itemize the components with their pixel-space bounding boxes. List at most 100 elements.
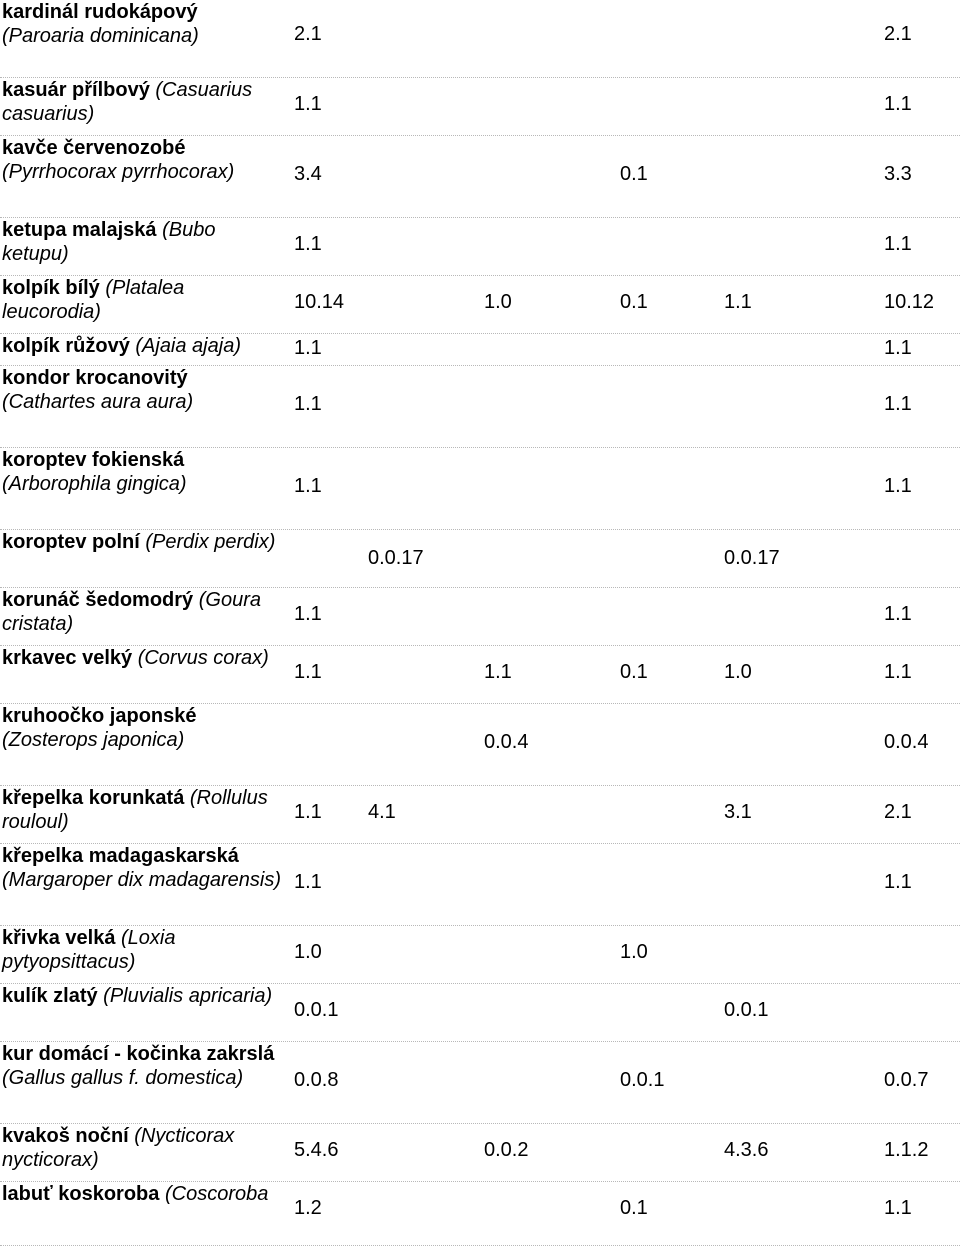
count-cell: 1.2 <box>294 1197 322 1219</box>
count-cell: 0.0.1 <box>294 999 339 1021</box>
table-row: kur domácí - kočinka zakrslá (Gallus gal… <box>0 1042 960 1124</box>
species-common-name: kolpík růžový <box>2 335 130 357</box>
species-common-name: kulík zlatý <box>2 985 98 1007</box>
count-cell: 1.1 <box>884 475 912 497</box>
count-cell: 1.1 <box>884 233 912 255</box>
count-cell: 4.1 <box>368 801 396 823</box>
table-row: koroptev fokienská (Arborophila gingica)… <box>0 448 960 530</box>
species-name: ketupa malajská (Bubo ketupu) <box>2 218 284 266</box>
count-cell: 1.1 <box>294 661 322 683</box>
species-latin-name: (Ajaia ajaja) <box>129 335 241 357</box>
table-row: kulík zlatý (Pluvialis apricaria) 0.0.1 0.… <box>0 984 960 1042</box>
count-cell: 1.1 <box>724 291 752 313</box>
count-cell: 2.1 <box>884 801 912 823</box>
species-latin-name: (Cathartes aura aura) <box>2 391 194 413</box>
count-cell: 3.1 <box>724 801 752 823</box>
count-cell: 0.0.17 <box>724 547 780 569</box>
species-common-name: koroptev fokienská <box>2 449 185 471</box>
count-cell: 1.1 <box>884 603 912 625</box>
count-cell: 1.1 <box>884 661 912 683</box>
species-common-name: kvakoš noční <box>2 1125 129 1147</box>
species-name: křivka velká (Loxia pytyopsittacus) <box>2 926 284 974</box>
species-name: kruhoočko japonské (Zosterops japonica) <box>2 704 284 752</box>
count-cell: 2.1 <box>884 23 912 45</box>
count-cell: 1.1 <box>294 393 322 415</box>
species-latin-name: (Pluvialis apricaria) <box>97 985 273 1007</box>
species-name: křepelka madagaskarská (Margaroper dix m… <box>2 844 284 892</box>
species-common-name: kolpík bílý <box>2 277 100 299</box>
species-latin-name: (Corvus corax) <box>132 647 269 669</box>
table-row: kvakoš noční (Nycticorax nycticorax) 5.4.… <box>0 1124 960 1182</box>
count-cell: 1.1 <box>294 337 322 359</box>
species-name: kolpík bílý (Platalea leucorodia) <box>2 276 284 324</box>
species-name: koroptev polní (Perdix perdix) <box>2 530 284 554</box>
species-latin-name: (Bubo ketupu) <box>2 219 216 265</box>
species-latin-name: (Platalea leucorodia) <box>2 277 185 323</box>
species-common-name: koroptev polní <box>2 531 140 553</box>
count-cell: 1.0 <box>294 941 322 963</box>
species-common-name: křepelka madagaskarská <box>2 845 239 867</box>
count-cell: 2.1 <box>294 23 322 45</box>
count-cell: 0.1 <box>620 163 648 185</box>
count-cell: 0.0.17 <box>368 547 424 569</box>
species-common-name: korunáč šedomodrý <box>2 589 194 611</box>
species-latin-name: (Loxia pytyopsittacus) <box>2 927 176 973</box>
species-latin-name: (Arborophila gingica) <box>2 473 187 495</box>
species-name: kavče červenozobé (Pyrrhocorax pyrrhocor… <box>2 136 284 184</box>
count-cell: 0.0.1 <box>724 999 769 1021</box>
table-row: koroptev polní (Perdix perdix) 0.0.17 0.0.… <box>0 530 960 588</box>
species-name: kolpík růžový (Ajaia ajaja) <box>2 334 284 358</box>
count-cell: 1.1 <box>294 801 322 823</box>
count-cell: 1.1 <box>294 871 322 893</box>
species-name: kardinál rudokápový (Paroaria dominicana… <box>2 0 284 48</box>
species-name: kvakoš noční (Nycticorax nycticorax) <box>2 1124 284 1172</box>
count-cell: 0.0.8 <box>294 1069 339 1091</box>
table-row: kolpík růžový (Ajaia ajaja) 1.1 1.1 <box>0 334 960 366</box>
species-name: kasuár přílbový (Casuarius casuarius) <box>2 78 284 126</box>
species-latin-name: (Paroaria dominicana) <box>2 25 199 47</box>
count-cell: 10.12 <box>884 291 935 313</box>
species-name: kulík zlatý (Pluvialis apricaria) <box>2 984 284 1008</box>
count-cell: 0.0.7 <box>884 1069 929 1091</box>
species-name: kur domácí - kočinka zakrslá (Gallus gal… <box>2 1042 284 1090</box>
species-latin-name: (Perdix perdix) <box>139 531 276 553</box>
species-name: krkavec velký (Corvus corax) <box>2 646 284 670</box>
table-row: kruhoočko japonské (Zosterops japonica) 0… <box>0 704 960 786</box>
count-cell: 1.1 <box>884 337 912 359</box>
species-latin-name: (Casuarius casuarius) <box>2 79 253 125</box>
table-row: krkavec velký (Corvus corax) 1.1 1.1 0.1 1.0… <box>0 646 960 704</box>
count-cell: 1.1.2 <box>884 1139 929 1161</box>
count-cell: 1.1 <box>484 661 512 683</box>
species-common-name: kur domácí - kočinka zakrslá <box>2 1043 275 1065</box>
table-row: labuť koskoroba (Coscoroba 1.2 0.1 1.1 <box>0 1182 960 1246</box>
species-common-name: krkavec velký <box>2 647 133 669</box>
species-latin-name: (Rollulus rouloul) <box>2 787 268 833</box>
count-cell: 1.0 <box>484 291 512 313</box>
count-cell: 0.0.2 <box>484 1139 529 1161</box>
count-cell: 5.4.6 <box>294 1139 339 1161</box>
count-cell: 1.1 <box>294 603 322 625</box>
count-cell: 0.1 <box>620 661 648 683</box>
species-common-name: kavče červenozobé <box>2 137 186 159</box>
count-cell: 10.14 <box>294 291 345 313</box>
table-row: kasuár přílbový (Casuarius casuarius) 1.1… <box>0 78 960 136</box>
count-cell: 1.1 <box>294 233 322 255</box>
count-cell: 0.0.4 <box>884 731 929 753</box>
count-cell: 0.0.1 <box>620 1069 665 1091</box>
table-row: kolpík bílý (Platalea leucorodia) 10.14 1.… <box>0 276 960 334</box>
table-row: křivka velká (Loxia pytyopsittacus) 1.0 1.… <box>0 926 960 984</box>
count-cell: 3.4 <box>294 163 322 185</box>
species-name: korunáč šedomodrý (Goura cristata) <box>2 588 284 636</box>
count-cell: 1.1 <box>884 1197 912 1219</box>
species-common-name: labuť koskoroba <box>2 1183 160 1205</box>
species-common-name: křivka velká <box>2 927 116 949</box>
table-row: křepelka korunkatá (Rollulus rouloul) 1.1… <box>0 786 960 844</box>
count-cell: 0.1 <box>620 1197 648 1219</box>
table-row: ketupa malajská (Bubo ketupu) 1.1 1.1 <box>0 218 960 276</box>
table-row: kavče červenozobé (Pyrrhocorax pyrrhocor… <box>0 136 960 218</box>
count-cell: 1.0 <box>620 941 648 963</box>
species-name: labuť koskoroba (Coscoroba <box>2 1182 284 1206</box>
species-name: křepelka korunkatá (Rollulus rouloul) <box>2 786 284 834</box>
count-cell: 4.3.6 <box>724 1139 769 1161</box>
count-cell: 3.3 <box>884 163 912 185</box>
